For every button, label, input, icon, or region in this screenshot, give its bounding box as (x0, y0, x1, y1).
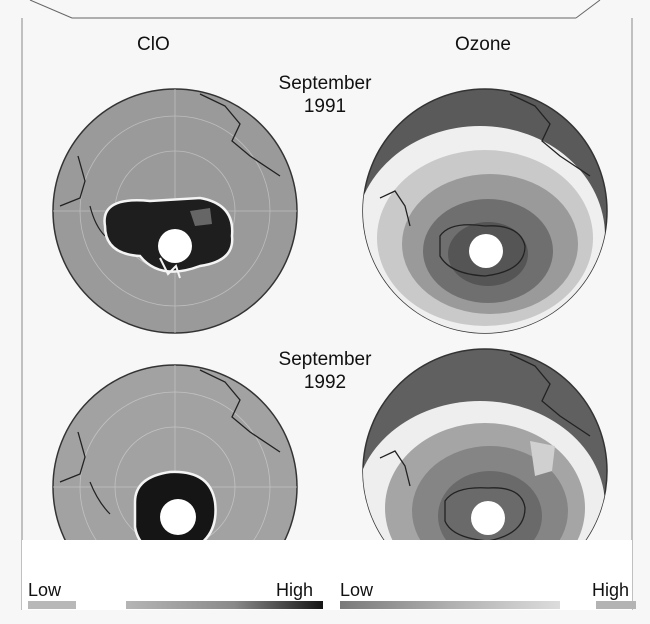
column-header-clo: ClO (137, 34, 170, 55)
globe-ozone-1991 (362, 88, 608, 334)
date-year: 1991 (303, 96, 347, 117)
date-label-1992: September 1992 (270, 348, 380, 394)
globe-clo-1991 (52, 88, 298, 334)
ozone-color-scale (340, 601, 636, 609)
scale-panel (22, 540, 632, 610)
date-month: September (278, 73, 372, 94)
ozone-scale-low-label: Low (340, 580, 374, 600)
clo-scale-high-label: High (276, 580, 314, 600)
ozone-scale-high-label: High (592, 580, 630, 600)
date-month: September (278, 349, 372, 370)
date-label-1991: September 1991 (270, 72, 380, 118)
date-year: 1992 (303, 372, 347, 393)
clo-scale-low-label: Low (28, 580, 62, 600)
clo-color-scale (28, 601, 323, 609)
globe-ozone-1992 (362, 348, 608, 594)
column-header-ozone: Ozone (455, 34, 511, 55)
